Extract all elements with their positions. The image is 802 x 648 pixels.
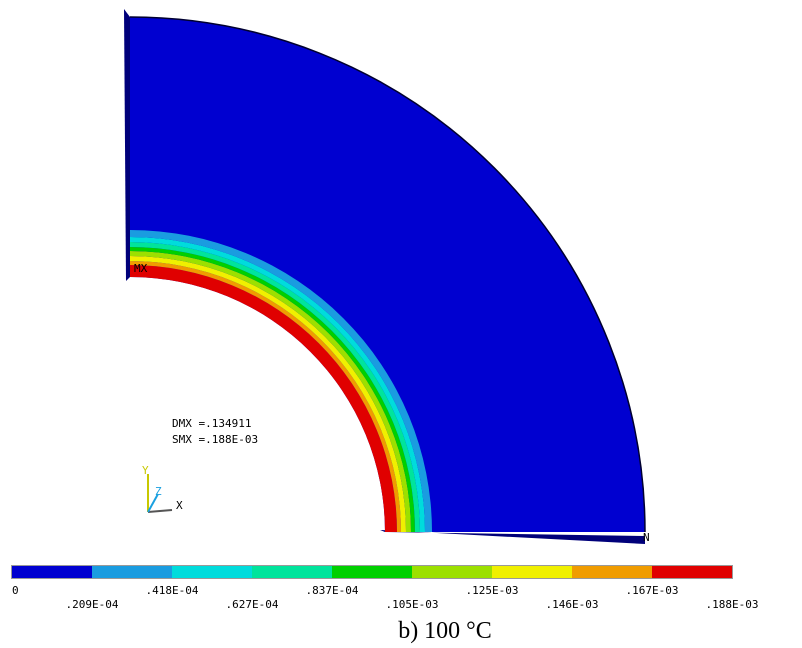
legend-swatch [172,566,252,578]
axis-label: Z [155,485,162,498]
figure: MX N DMX =.134911 SMX =.188E-03 Y Z X 0.… [0,0,802,648]
legend-swatch [412,566,492,578]
legend-label: .627E-04 [226,598,279,611]
legend-swatch [572,566,652,578]
caption: b) 100 °C [398,618,492,644]
axis-label: X [176,499,183,512]
plate [124,9,645,544]
annotation: DMX =.134911 [172,417,251,430]
annotation: SMX =.188E-03 [172,433,258,446]
legend-label: .188E-03 [706,598,759,611]
legend-label: 0 [12,584,19,597]
legend-label: .146E-03 [546,598,599,611]
legend-swatch [332,566,412,578]
legend-label: .105E-03 [386,598,439,611]
legend-swatch [12,566,92,578]
legend-swatch [652,566,732,578]
legend-label: .418E-04 [146,584,199,597]
legend-swatch [492,566,572,578]
legend-label: .209E-04 [66,598,119,611]
node-label: MX [134,262,148,275]
axis-label: Y [142,464,149,477]
legend-swatch [252,566,332,578]
plate-edge [124,9,130,281]
plate-edge [380,530,645,544]
legend-label: .125E-03 [466,584,519,597]
axis-triad: Y Z X [142,464,183,512]
legend: 0 .209E-04 .418E-04 .627E-04 .837E-04 .105E-0… [12,566,758,611]
legend-label: .167E-03 [626,584,679,597]
legend-swatch [92,566,172,578]
node-label: N [643,531,650,544]
legend-label: .837E-04 [306,584,359,597]
